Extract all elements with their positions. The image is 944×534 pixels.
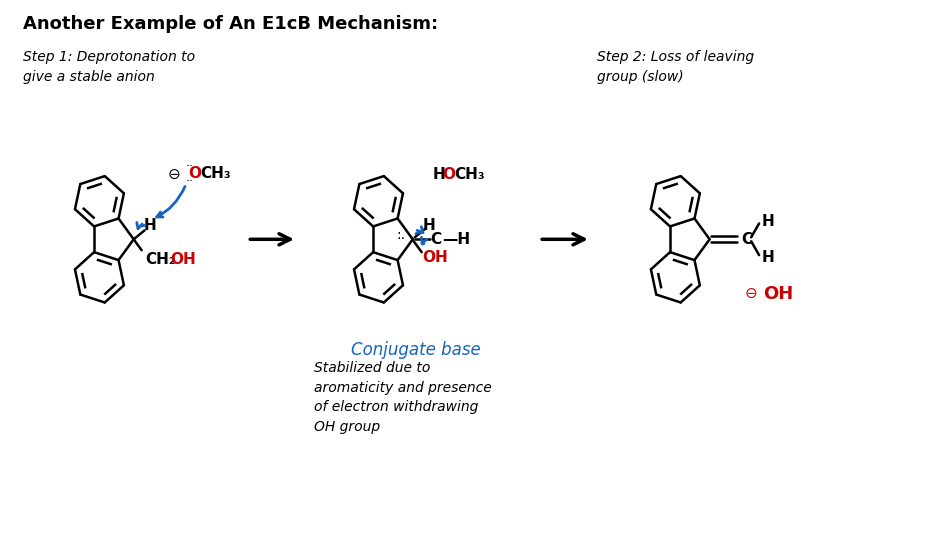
Text: —H: —H: [443, 232, 470, 247]
Text: CH₃: CH₃: [200, 167, 230, 182]
Text: OH: OH: [763, 285, 793, 303]
Text: H: H: [432, 168, 446, 183]
Text: Step 2: Loss of leaving
group (slow): Step 2: Loss of leaving group (slow): [597, 50, 754, 84]
Text: ⊖: ⊖: [745, 286, 757, 301]
Text: H: H: [762, 249, 775, 265]
Text: ··: ··: [186, 160, 194, 172]
Text: Conjugate base: Conjugate base: [351, 341, 481, 359]
Text: :.: :.: [396, 229, 405, 242]
Text: OH: OH: [170, 252, 196, 266]
Text: O: O: [188, 167, 201, 182]
Text: CH₃: CH₃: [454, 168, 485, 183]
Text: ⊖: ⊖: [168, 167, 180, 182]
Text: O: O: [443, 168, 455, 183]
Text: CH₂: CH₂: [145, 252, 176, 266]
Text: Stabilized due to
aromaticity and presence
of electron withdrawing
OH group: Stabilized due to aromaticity and presen…: [313, 361, 492, 434]
Text: Another Example of An E1cB Mechanism:: Another Example of An E1cB Mechanism:: [23, 14, 438, 33]
Text: H: H: [143, 218, 156, 233]
Text: OH: OH: [423, 249, 448, 265]
Text: ··: ··: [186, 175, 194, 189]
Text: C: C: [430, 232, 442, 247]
Text: Step 1: Deprotonation to
give a stable anion: Step 1: Deprotonation to give a stable a…: [23, 50, 194, 84]
Text: H: H: [422, 218, 435, 233]
Text: C: C: [741, 232, 752, 247]
Text: H: H: [762, 214, 775, 229]
